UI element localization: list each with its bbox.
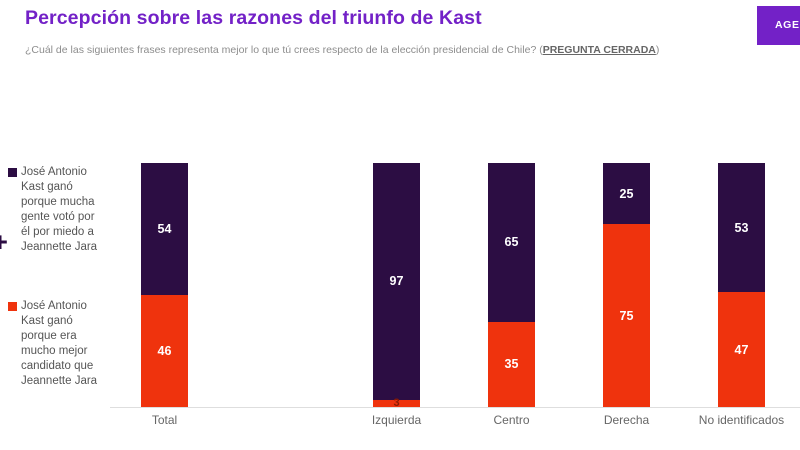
survey-question: ¿Cuál de las siguientes frases represent… [25, 44, 659, 56]
bar-segment: 25 [603, 163, 650, 224]
bar-value-label: 65 [504, 235, 519, 250]
bar-segment: 54 [141, 163, 188, 295]
bar-value-label: 35 [504, 357, 519, 372]
legend-item-miedo: José Antonio Kast ganó porque mucha gent… [8, 165, 126, 255]
agenda-button[interactable]: AGE [757, 6, 800, 45]
bar-value-label: 25 [619, 186, 634, 201]
bar-segment: 46 [141, 294, 188, 407]
bar-segment: 53 [718, 163, 765, 293]
legend-label-candidato: José Antonio Kast ganó porque era mucho … [21, 300, 98, 387]
bar-value-label: 75 [619, 308, 634, 323]
legend-item-candidato: José Antonio Kast ganó porque era mucho … [8, 299, 126, 389]
bar-segment: 3 [373, 397, 420, 410]
x-axis-label: No identificados [698, 413, 785, 427]
bar-segment: 75 [603, 224, 650, 407]
legend-label-miedo: José Antonio Kast ganó porque mucha gent… [21, 166, 98, 253]
survey-question-close-paren: ) [655, 44, 660, 56]
x-axis-line [110, 407, 800, 408]
survey-question-type: PREGUNTA CERRADA [542, 44, 656, 56]
survey-question-text: ¿Cuál de las siguientes frases represent… [25, 44, 543, 56]
x-axis-label: Centro [493, 413, 530, 427]
plus-logo-mark: + [0, 229, 12, 256]
page-title: Percepción sobre las razones del triunfo… [25, 7, 482, 29]
bar-value-label: 53 [734, 220, 749, 235]
x-axis-label: Izquierda [371, 413, 422, 427]
x-axis-label: Total [151, 413, 178, 427]
bar-segment: 47 [718, 292, 765, 407]
bar-segment: 97 [373, 163, 420, 400]
x-axis-label: Derecha [603, 413, 650, 427]
legend-swatch-red [8, 302, 17, 311]
bar-value-label: 46 [157, 343, 172, 358]
bar-value-label: 54 [157, 221, 172, 236]
bar-value-label: 3 [393, 397, 400, 410]
bar-segment: 65 [488, 163, 535, 322]
legend-swatch-purple [8, 168, 17, 177]
bar-value-label: 97 [389, 274, 404, 289]
bar-value-label: 47 [734, 342, 749, 357]
bar-segment: 35 [488, 321, 535, 407]
